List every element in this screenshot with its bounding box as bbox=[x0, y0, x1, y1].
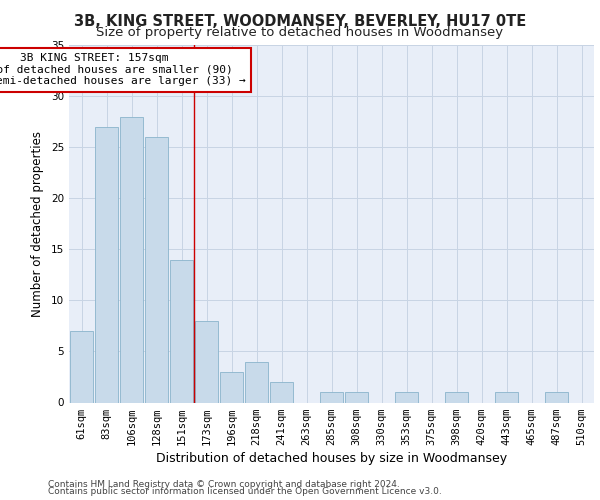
X-axis label: Distribution of detached houses by size in Woodmansey: Distribution of detached houses by size … bbox=[156, 452, 507, 465]
Bar bbox=[119, 116, 143, 403]
Bar bbox=[269, 382, 293, 402]
Bar bbox=[395, 392, 418, 402]
Bar bbox=[220, 372, 244, 402]
Bar bbox=[145, 137, 169, 402]
Bar bbox=[95, 126, 118, 402]
Bar bbox=[320, 392, 343, 402]
Bar bbox=[545, 392, 568, 402]
Bar bbox=[344, 392, 368, 402]
Bar bbox=[494, 392, 518, 402]
Text: 3B, KING STREET, WOODMANSEY, BEVERLEY, HU17 0TE: 3B, KING STREET, WOODMANSEY, BEVERLEY, H… bbox=[74, 14, 526, 29]
Text: 3B KING STREET: 157sqm
← 73% of detached houses are smaller (90)
27% of semi-det: 3B KING STREET: 157sqm ← 73% of detached… bbox=[0, 53, 246, 86]
Bar bbox=[445, 392, 469, 402]
Bar bbox=[70, 331, 94, 402]
Bar bbox=[194, 321, 218, 402]
Text: Contains public sector information licensed under the Open Government Licence v3: Contains public sector information licen… bbox=[48, 487, 442, 496]
Text: Size of property relative to detached houses in Woodmansey: Size of property relative to detached ho… bbox=[97, 26, 503, 39]
Bar bbox=[245, 362, 268, 403]
Y-axis label: Number of detached properties: Number of detached properties bbox=[31, 130, 44, 317]
Text: Contains HM Land Registry data © Crown copyright and database right 2024.: Contains HM Land Registry data © Crown c… bbox=[48, 480, 400, 489]
Bar bbox=[170, 260, 193, 402]
